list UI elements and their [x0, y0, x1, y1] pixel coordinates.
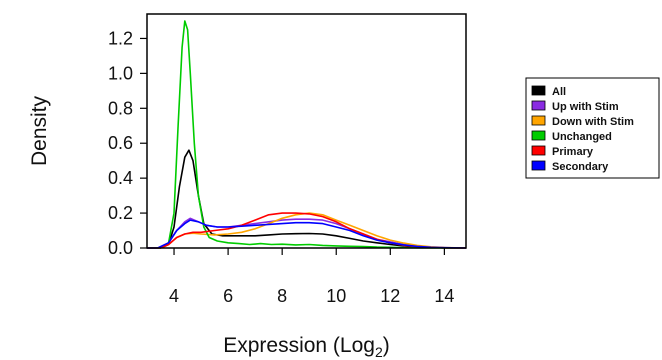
x-tick-label: 10	[326, 286, 346, 306]
legend-swatch	[531, 145, 546, 156]
x-axis-title: Expression (Log2)	[223, 334, 390, 360]
series-line-primary	[147, 212, 467, 249]
y-tick-label: 0.6	[108, 133, 133, 153]
legend-label: All	[552, 86, 566, 98]
legend-label: Primary	[552, 146, 594, 158]
y-tick-label: 0.8	[108, 98, 133, 118]
x-tick-label: 4	[169, 286, 179, 306]
x-tick-label: 12	[380, 286, 400, 306]
y-tick-label: 1.2	[108, 28, 133, 48]
series-line-down-with-stim	[147, 212, 467, 249]
legend-label: Down with Stim	[552, 116, 634, 128]
legend-swatch	[531, 100, 546, 111]
legend-swatch	[531, 85, 546, 96]
plot-frame	[146, 13, 467, 249]
legend: All Up with Stim Down with Stim Unchanged Pr…	[525, 77, 660, 179]
legend-label: Secondary	[552, 161, 609, 173]
y-tick-label: 0.0	[108, 238, 133, 258]
x-tick-label: 14	[434, 286, 454, 306]
x-tick-label: 6	[223, 286, 233, 306]
legend-box	[525, 77, 660, 179]
series-layer	[147, 20, 467, 249]
legend-swatch	[531, 115, 546, 126]
y-tick-label: 0.4	[108, 168, 133, 188]
legend-swatch	[531, 160, 546, 171]
y-axis: 0.0 0.2 0.4 0.6 0.8 1.0 1.2	[108, 28, 147, 258]
y-tick-label: 0.2	[108, 203, 133, 223]
legend-swatch	[531, 130, 546, 141]
y-tick-label: 1.0	[108, 63, 133, 83]
series-line-all	[147, 149, 467, 249]
x-axis: 4 6 8 10 12 14	[169, 248, 454, 306]
x-tick-label: 8	[277, 286, 287, 306]
y-axis-title: Density	[28, 95, 51, 166]
series-line-unchanged	[147, 20, 466, 249]
series-line-secondary	[147, 219, 467, 249]
legend-label: Up with Stim	[552, 101, 619, 113]
legend-label: Unchanged	[552, 131, 612, 143]
